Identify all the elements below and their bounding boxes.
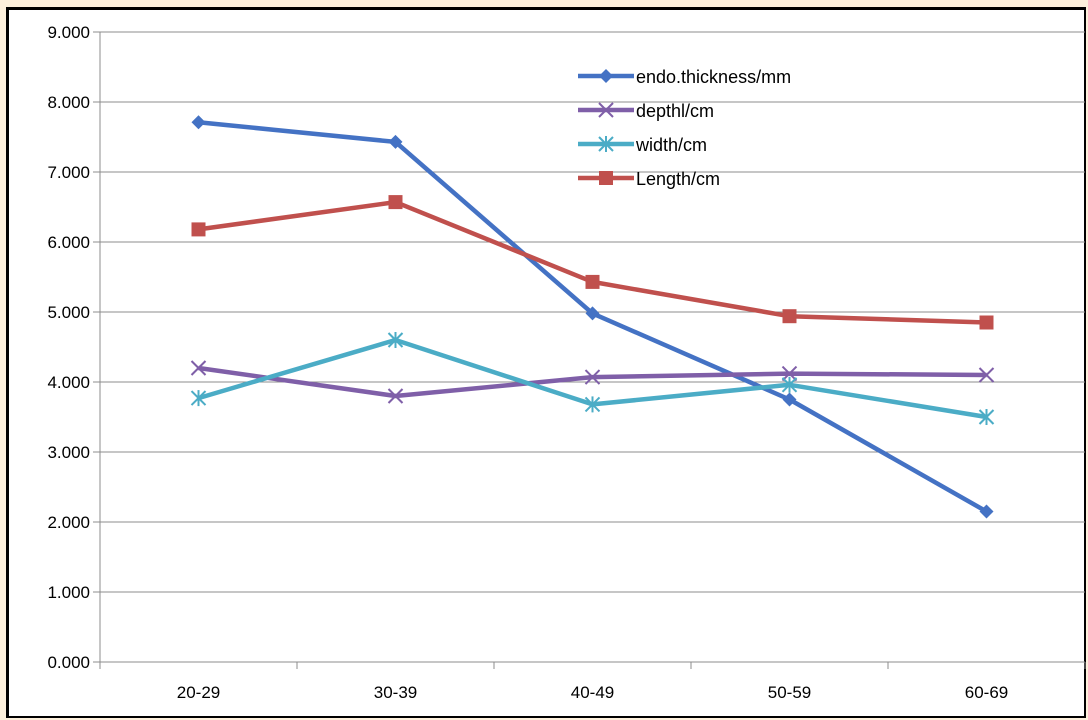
marker-stroke bbox=[598, 102, 614, 118]
data-point bbox=[190, 390, 207, 407]
legend-marker bbox=[598, 136, 614, 152]
chart-panel bbox=[6, 7, 1086, 718]
x-tick-labels: 20-29 30-39 40-49 50-59 60-69 bbox=[177, 683, 1008, 702]
y-tick-label: 0.000 bbox=[47, 653, 90, 672]
data-point bbox=[388, 195, 403, 210]
legend: endo.thickness/mm depthl/cm width/cm Length… bbox=[578, 67, 791, 189]
data-point bbox=[585, 274, 600, 289]
series-length-cm bbox=[191, 195, 994, 330]
y-tick-label: 8.000 bbox=[47, 93, 90, 112]
data-point bbox=[388, 134, 403, 149]
y-tick-label: 3.000 bbox=[47, 443, 90, 462]
legend-label: depthl/cm bbox=[636, 101, 714, 121]
x-tick-label: 50-59 bbox=[768, 683, 811, 702]
y-tick-label: 2.000 bbox=[47, 513, 90, 532]
series-endo-thickness-mm bbox=[191, 115, 994, 519]
y-tick-label: 6.000 bbox=[47, 233, 90, 252]
series-depthl-cm bbox=[190, 360, 995, 404]
data-point bbox=[190, 360, 207, 376]
legend-item: width/cm bbox=[578, 135, 707, 155]
data-point bbox=[191, 222, 206, 237]
data-point bbox=[782, 309, 797, 324]
legend-item: Length/cm bbox=[578, 169, 720, 189]
y-tick-label: 1.000 bbox=[47, 583, 90, 602]
y-tick-label: 7.000 bbox=[47, 163, 90, 182]
data-point bbox=[191, 115, 206, 130]
marker-stroke bbox=[781, 365, 798, 382]
legend-label: width/cm bbox=[635, 135, 707, 155]
data-point bbox=[584, 396, 601, 413]
y-tick-label: 5.000 bbox=[47, 303, 90, 322]
y-tick-labels: 0.000 1.000 2.000 3.000 4.000 5.000 6.000 7.000… bbox=[47, 23, 90, 672]
data-point bbox=[978, 409, 995, 425]
y-tick-label: 9.000 bbox=[47, 23, 90, 42]
legend-marker bbox=[598, 102, 614, 118]
series-lines bbox=[190, 115, 995, 519]
data-point bbox=[584, 369, 601, 385]
legend-label: endo.thickness/mm bbox=[636, 67, 791, 87]
legend-label: Length/cm bbox=[636, 169, 720, 189]
data-point bbox=[979, 504, 994, 519]
axes bbox=[93, 31, 1086, 669]
marker-stroke bbox=[387, 388, 404, 404]
data-point bbox=[781, 365, 798, 382]
x-tick-label: 30-39 bbox=[374, 683, 417, 702]
legend-marker bbox=[599, 171, 613, 185]
x-tick-label: 60-69 bbox=[965, 683, 1008, 702]
data-point bbox=[387, 332, 404, 348]
data-point bbox=[978, 367, 995, 383]
x-tick-label: 20-29 bbox=[177, 683, 220, 702]
x-tick-label: 40-49 bbox=[571, 683, 614, 702]
marker-stroke bbox=[584, 369, 601, 385]
series-line bbox=[198, 199, 987, 325]
marker-stroke bbox=[978, 367, 995, 383]
y-tick-label: 4.000 bbox=[47, 373, 90, 392]
marker-stroke bbox=[190, 360, 207, 376]
legend-marker bbox=[599, 69, 613, 83]
gridlines bbox=[100, 31, 1085, 593]
data-point bbox=[782, 392, 797, 407]
legend-item: depthl/cm bbox=[578, 101, 714, 121]
data-point bbox=[585, 306, 600, 321]
data-point bbox=[979, 315, 994, 330]
data-point bbox=[387, 388, 404, 404]
series-width-cm bbox=[190, 332, 995, 425]
legend-item: endo.thickness/mm bbox=[578, 67, 791, 87]
data-point bbox=[781, 376, 798, 393]
